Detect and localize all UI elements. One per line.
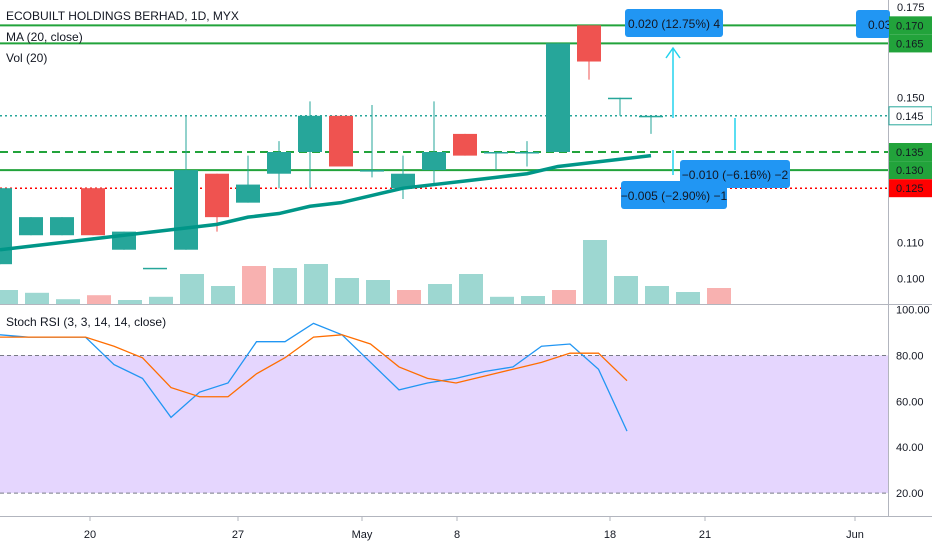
volume-bar [645,286,669,304]
volume-bar [149,296,173,304]
candle-body [205,173,229,218]
price-label [889,161,932,180]
stoch-k-line [0,322,628,432]
stoch-band [0,355,888,494]
ma-line [0,153,652,252]
candle-body [391,173,415,189]
candle-body [143,267,167,270]
price-label [889,34,932,53]
candle-body [639,115,663,118]
vol-legend[interactable]: Vol (20) [6,51,48,65]
osc-tick: 20.00 [896,488,924,500]
price-label-text: 0.135 [896,147,924,159]
osc-tick: 100.00 [896,305,930,317]
measure-box-edge [856,10,890,38]
volume-bar [242,266,266,304]
measure-label: −0.010 (−6.16%) −2 [682,168,789,182]
volume-bar [335,278,359,304]
volume-bar [676,292,700,304]
volume-bar [490,296,514,304]
date-label: 27 [232,529,244,541]
price-tick: 0.150 [897,93,925,105]
candle-body [19,217,43,236]
volume-bar [459,274,483,304]
volume-bar [614,276,638,304]
volume-bar [707,288,731,304]
price-tick: 0.110 [897,237,924,249]
date-label: Jun [846,529,864,541]
volume-bar [304,264,328,304]
volume-bar [366,280,390,304]
candle-body [50,217,74,236]
volume-bar [0,290,18,304]
volume-bar [428,284,452,304]
volume-bar [87,295,111,304]
price-label [889,16,932,35]
osc-tick: 40.00 [896,442,924,454]
measure-arrow-head [665,46,681,59]
date-label: 8 [454,529,460,541]
volume-bar [521,296,545,304]
candle-body [267,152,291,174]
volume-bar [56,299,80,304]
price-label [889,143,932,161]
date-label: May [352,529,373,541]
date-label: 18 [604,529,616,541]
measure-label: −0.005 (−2.90%) −1 [621,189,728,203]
volume-bar [211,286,235,304]
candle-body [0,188,12,265]
candle-body [608,97,632,100]
osc-tick: 60.00 [896,396,924,408]
measure-label: 0.020 (12.75%) 4 [628,17,720,31]
date-label: 20 [84,529,96,541]
candle-body [174,170,198,250]
stoch-rsi-legend[interactable]: Stoch RSI (3, 3, 14, 14, close) [6,315,167,329]
candle-body [577,25,601,62]
price-label-text: 0.130 [896,165,924,177]
candle-body [453,133,477,156]
price-tick: 0.100 [897,274,925,286]
measure-label-edge: 0.03 [868,18,892,32]
price-label-text: 0.145 [896,111,924,123]
candle-body [329,115,353,167]
volume-bar [552,290,576,304]
measure-box [625,9,723,37]
candle-body [298,115,322,152]
measure-box [621,181,727,209]
candle-body [81,188,105,236]
candle-body [546,43,570,152]
stoch-d-line [0,334,628,398]
price-label [889,179,932,198]
candle-body [515,152,539,154]
candle-body [422,152,446,171]
candle-body [484,152,508,154]
date-label: 21 [699,529,711,541]
volume-bar [25,292,49,304]
volume-bar [180,274,204,304]
price-tick: 0.175 [897,2,925,14]
osc-tick: 80.00 [896,350,924,362]
volume-bar [273,268,297,304]
price-label-text: 0.125 [896,183,924,195]
price-label [888,106,932,126]
volume-bar [118,300,142,304]
price-label-text: 0.170 [896,20,924,32]
price-label-text: 0.165 [896,38,924,50]
volume-bar [583,240,607,304]
candle-body [360,170,384,172]
candle-body [236,184,260,203]
symbol-title: ECOBUILT HOLDINGS BERHAD, 1D, MYX [6,9,239,23]
ma-legend[interactable]: MA (20, close) [6,30,83,44]
volume-bar [397,290,421,304]
